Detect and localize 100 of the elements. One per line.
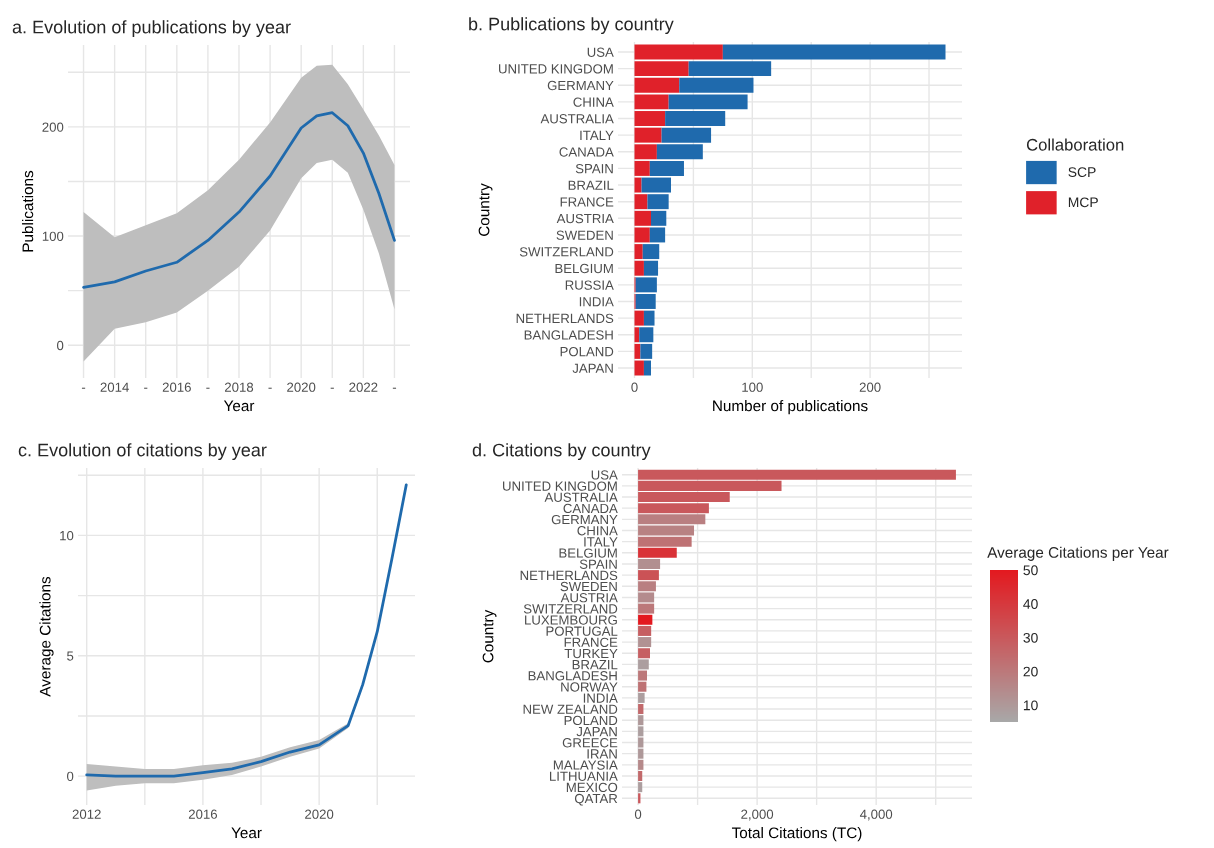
x-tick-label: 2018 <box>224 382 254 392</box>
y-tick-label: USA <box>587 47 614 57</box>
y-tick-label: SWITZERLAND <box>519 247 614 257</box>
y-tick-label: NORWAY <box>561 682 618 692</box>
y-tick-label: FRANCE <box>564 637 618 647</box>
x-tick-label: 100 <box>742 382 763 392</box>
bar <box>638 536 692 547</box>
y-tick-label: ITALY <box>580 130 614 140</box>
x-tick-label: 2020 <box>287 382 316 392</box>
color-bar-label: 30 <box>1023 632 1038 643</box>
x-tick-label: 2016 <box>188 809 218 819</box>
y-tick-label: INDIA <box>579 297 614 307</box>
y-tick-label: CHINA <box>573 97 614 107</box>
y-tick-label: PORTUGAL <box>546 626 618 636</box>
y-axis-title: Average Citations <box>39 576 54 697</box>
bar <box>634 61 689 77</box>
bar <box>665 111 726 126</box>
chart-title: b. Publications by country <box>469 17 674 34</box>
bar <box>634 111 666 126</box>
x-tick-label: 200 <box>859 382 881 392</box>
x-tick-label: 2,000 <box>741 809 774 821</box>
y-tick-label: USA <box>591 470 618 480</box>
color-bar-label: 20 <box>1023 666 1038 677</box>
bar <box>642 244 660 260</box>
x-tick-label: 2012 <box>72 809 101 819</box>
y-tick-label: BANGLADESH <box>528 671 617 681</box>
y-tick-label: MALAYSIA <box>553 760 618 770</box>
y-tick-label: CANADA <box>563 503 618 514</box>
bar <box>638 570 659 581</box>
color-bar-label: 10 <box>1023 700 1038 711</box>
legend-title: Collaboration <box>1026 138 1124 151</box>
y-tick-label: SWEDEN <box>556 230 613 240</box>
x-tick-label: 2022 <box>349 382 378 392</box>
bar <box>643 360 651 376</box>
y-tick-label: SPAIN <box>575 163 613 174</box>
chart-title: c. Evolution of citations by year <box>18 443 267 460</box>
bar <box>634 343 641 359</box>
y-tick-label: BRAZIL <box>572 660 618 670</box>
x-tick-label: 2016 <box>162 382 191 392</box>
y-tick-label: NETHERLANDS <box>520 570 618 581</box>
y-tick-label: JAPAN <box>572 363 613 373</box>
x-tick-label: - <box>206 387 210 389</box>
bar <box>638 759 644 770</box>
y-tick-label: POLAND <box>564 715 618 726</box>
y-tick-label: UNITED KINGDOM <box>499 64 613 74</box>
y-tick-label: NETHERLANDS <box>516 313 614 324</box>
x-axis-title: Total Citations (TC) <box>731 827 862 842</box>
bar <box>638 603 655 614</box>
y-tick-label: 100 <box>42 231 64 241</box>
bar <box>638 704 644 715</box>
bar <box>638 558 661 569</box>
y-tick-label: BELGIUM <box>555 263 613 274</box>
y-tick-label: JAPAN <box>576 727 617 737</box>
x-axis-title: Number of publications <box>713 400 868 415</box>
y-tick-label: TURKEY <box>564 648 618 659</box>
chart-title: a. Evolution of publications by year <box>12 20 291 37</box>
y-tick-label: AUSTRALIA <box>544 492 618 502</box>
bar <box>638 547 677 558</box>
y-axis-title: Publications <box>22 170 34 252</box>
color-bar-title: Average Citations per Year <box>987 546 1169 561</box>
y-tick-label: GERMANY <box>547 80 614 91</box>
color-bar-label: 50 <box>1023 565 1038 576</box>
bar <box>649 160 684 176</box>
bar <box>638 614 653 625</box>
y-tick-label: POLAND <box>560 346 614 357</box>
y-tick-label: SWITZERLAND <box>523 604 618 614</box>
y-tick-label: 0 <box>67 771 74 782</box>
y-tick-label: GERMANY <box>551 514 618 525</box>
y-tick-label: ITALY <box>584 537 618 547</box>
bar <box>638 625 652 636</box>
bar <box>634 160 650 176</box>
bar <box>640 343 653 359</box>
bar <box>638 659 649 670</box>
bar <box>638 782 643 793</box>
y-tick-label: CANADA <box>559 147 614 157</box>
x-tick-label: - <box>392 387 397 389</box>
bar <box>634 360 644 376</box>
bar <box>722 44 946 60</box>
y-tick-label: INDIA <box>583 693 618 703</box>
chart-title: d. Citations by country <box>472 443 651 460</box>
y-tick-label: IRAN <box>587 749 617 759</box>
x-tick-label: - <box>330 387 334 389</box>
bar <box>634 44 723 60</box>
y-axis-title: Country <box>482 609 497 663</box>
bar <box>634 244 643 260</box>
x-tick-label: 0 <box>631 382 638 392</box>
x-tick-label: - <box>81 387 86 389</box>
x-axis-title: Year <box>231 827 262 839</box>
bar <box>638 770 643 782</box>
y-tick-label: QATAR <box>574 793 618 806</box>
y-tick-label: CHINA <box>577 526 618 536</box>
y-tick-label: NEW ZEALAND <box>523 704 618 714</box>
y-tick-label: SPAIN <box>579 559 617 569</box>
y-tick-label: BELGIUM <box>559 548 617 558</box>
x-axis-title: Year <box>223 400 255 412</box>
x-tick-label: 2014 <box>100 382 129 392</box>
y-tick-label: BANGLADESH <box>524 330 613 340</box>
y-tick-label: MEXICO <box>566 782 618 793</box>
bar <box>688 61 772 77</box>
bar <box>638 648 650 659</box>
